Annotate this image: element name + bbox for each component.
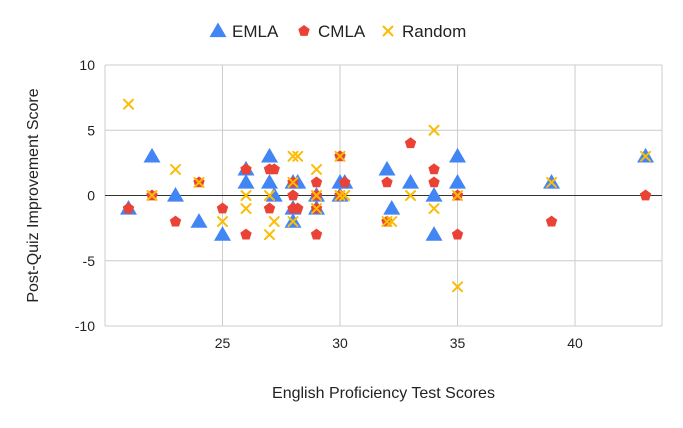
series-random <box>123 98 652 293</box>
random-point <box>311 190 323 201</box>
random-point <box>428 124 440 136</box>
random-point <box>311 163 323 175</box>
cmla-point <box>404 137 417 149</box>
emla-point <box>425 226 443 241</box>
y-axis-title: Post-Quiz Improvement Score <box>25 88 42 302</box>
random-point <box>452 190 464 201</box>
legend-label-emla: EMLA <box>232 22 279 41</box>
x-tick-label: 40 <box>567 335 583 351</box>
random-point <box>339 190 351 201</box>
random-point <box>287 216 299 228</box>
emla-point <box>265 187 283 202</box>
emla-point <box>143 147 161 163</box>
random-point <box>170 163 182 175</box>
random-point <box>546 176 558 188</box>
y-tick-label: 5 <box>87 122 95 138</box>
emla-point <box>237 173 255 189</box>
legend-marker-emla <box>209 22 227 38</box>
emla-point <box>449 147 467 163</box>
random-point <box>264 229 276 241</box>
emla-point <box>261 147 279 163</box>
x-tick-label: 25 <box>215 335 231 351</box>
legend-item-random: Random <box>382 22 466 41</box>
cmla-point <box>428 176 440 188</box>
x-axis-title: English Proficiency Test Scores <box>272 385 495 402</box>
cmla-point <box>339 176 351 188</box>
random-point <box>311 203 323 215</box>
cmla-point <box>240 228 252 240</box>
emla-point <box>214 226 232 241</box>
random-point <box>146 190 158 201</box>
emla-point <box>449 173 467 189</box>
cmla-point <box>240 163 252 175</box>
random-point <box>334 150 346 162</box>
random-point <box>240 190 252 201</box>
random-point <box>123 98 135 110</box>
random-point <box>268 216 280 228</box>
emla-point <box>167 187 185 202</box>
emla-point <box>402 173 420 189</box>
cmla-point <box>310 176 323 188</box>
legend-label-random: Random <box>402 22 466 41</box>
legend-item-cmla: CMLA <box>298 22 366 41</box>
cmla-point <box>169 215 182 227</box>
emla-point <box>425 187 443 202</box>
emla-point <box>378 160 396 176</box>
legend-marker-cmla <box>298 25 310 36</box>
cmla-point <box>545 215 558 227</box>
random-point <box>193 176 205 188</box>
cmla-point <box>639 189 652 201</box>
legend-item-emla: EMLA <box>209 22 279 41</box>
random-point <box>452 281 464 293</box>
cmla-point <box>451 228 464 240</box>
cmla-point <box>428 163 440 175</box>
data-points <box>120 98 655 293</box>
cmla-point <box>381 176 393 188</box>
random-point <box>217 216 229 228</box>
random-point <box>292 150 304 162</box>
random-point <box>287 176 299 188</box>
y-tick-label: 0 <box>87 188 95 204</box>
random-point <box>264 190 276 201</box>
random-point <box>240 203 252 215</box>
cmla-point <box>292 202 304 214</box>
emla-point <box>261 173 279 189</box>
y-tick-label: -5 <box>83 253 96 269</box>
legend-label-cmla: CMLA <box>318 22 366 41</box>
random-point <box>386 216 398 228</box>
legend-marker-random <box>382 25 394 37</box>
cmla-point <box>122 202 135 214</box>
cmla-point <box>263 202 276 214</box>
x-tick-label: 30 <box>332 335 348 351</box>
random-point <box>640 150 652 162</box>
emla-point <box>190 213 208 228</box>
legend: EMLA CMLA Random <box>209 22 466 41</box>
y-tick-label: 10 <box>79 57 95 73</box>
random-point <box>428 203 440 215</box>
y-tick-label: -10 <box>75 318 95 334</box>
emla-point <box>383 200 401 215</box>
cmla-point <box>310 228 323 240</box>
random-point <box>405 190 417 201</box>
tick-labels: 10 5 0 -5 -10 25 30 35 40 <box>75 57 583 351</box>
cmla-point <box>287 189 299 201</box>
cmla-point <box>216 202 229 214</box>
x-tick-label: 35 <box>450 335 466 351</box>
cmla-point <box>268 163 280 175</box>
random-point <box>287 150 299 162</box>
